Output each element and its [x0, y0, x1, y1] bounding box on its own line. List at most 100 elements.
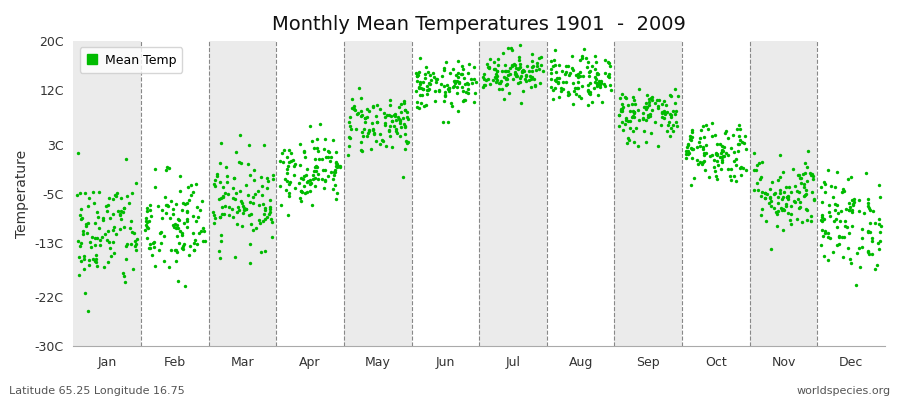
- Point: [558, 70, 572, 77]
- Point: [266, 176, 280, 182]
- Point: [89, 258, 104, 265]
- Point: [511, 65, 526, 72]
- Point: [548, 62, 562, 68]
- Point: [845, 209, 859, 216]
- Point: [164, 247, 178, 253]
- Point: [141, 245, 156, 251]
- Point: [767, 190, 781, 197]
- Point: [468, 90, 482, 96]
- Point: [292, 162, 307, 168]
- Point: [482, 64, 496, 70]
- Point: [253, 220, 267, 226]
- Point: [489, 79, 503, 86]
- Point: [784, 189, 798, 195]
- Point: [839, 206, 853, 212]
- Point: [396, 115, 410, 122]
- Point: [370, 119, 384, 126]
- Point: [588, 66, 602, 72]
- Point: [615, 118, 629, 125]
- Point: [590, 70, 605, 77]
- Point: [387, 112, 401, 118]
- Point: [684, 137, 698, 143]
- Point: [230, 204, 245, 210]
- Point: [176, 220, 191, 226]
- Point: [817, 252, 832, 259]
- Point: [865, 238, 879, 244]
- Point: [502, 90, 517, 96]
- Point: [526, 68, 540, 74]
- Point: [583, 91, 598, 98]
- Point: [626, 112, 641, 119]
- Point: [697, 158, 711, 164]
- Point: [359, 106, 374, 112]
- Point: [207, 183, 221, 189]
- Point: [587, 84, 601, 91]
- Point: [752, 160, 766, 167]
- Point: [638, 117, 652, 123]
- Point: [235, 223, 249, 230]
- Point: [583, 88, 598, 95]
- Point: [347, 107, 362, 114]
- Point: [619, 94, 634, 101]
- Point: [865, 235, 879, 241]
- Point: [389, 128, 403, 134]
- Point: [229, 190, 243, 196]
- Point: [227, 175, 241, 181]
- Point: [398, 123, 412, 130]
- Point: [315, 175, 329, 182]
- Point: [863, 229, 878, 236]
- Point: [358, 115, 373, 122]
- Point: [490, 75, 504, 82]
- Point: [329, 162, 344, 169]
- Point: [180, 209, 194, 216]
- Point: [794, 175, 808, 182]
- Point: [148, 184, 162, 191]
- Point: [822, 201, 836, 208]
- Point: [683, 133, 698, 139]
- Point: [107, 191, 122, 198]
- Point: [621, 118, 635, 125]
- Point: [561, 89, 575, 96]
- Point: [187, 246, 202, 253]
- Point: [101, 228, 115, 234]
- Point: [795, 219, 809, 225]
- Point: [583, 68, 598, 74]
- Point: [761, 200, 776, 206]
- Point: [188, 237, 202, 243]
- Point: [708, 131, 723, 138]
- Point: [832, 241, 846, 248]
- Point: [523, 72, 537, 79]
- Point: [508, 73, 523, 79]
- Point: [598, 57, 612, 64]
- Point: [550, 75, 564, 81]
- Point: [626, 138, 641, 145]
- Point: [601, 73, 616, 79]
- Point: [783, 217, 797, 224]
- Point: [716, 144, 731, 150]
- Point: [680, 148, 695, 154]
- Point: [725, 132, 740, 138]
- Point: [242, 241, 256, 247]
- Point: [616, 104, 630, 110]
- Point: [391, 114, 405, 120]
- Point: [764, 198, 778, 204]
- Point: [321, 154, 336, 160]
- Point: [324, 154, 338, 160]
- Point: [71, 150, 86, 156]
- Point: [486, 66, 500, 72]
- Point: [262, 211, 276, 218]
- Point: [841, 176, 855, 182]
- Point: [555, 78, 570, 85]
- Point: [166, 210, 180, 217]
- Point: [102, 195, 116, 201]
- Point: [130, 236, 144, 242]
- Point: [394, 124, 409, 130]
- Point: [571, 71, 585, 77]
- Point: [311, 156, 326, 162]
- Point: [311, 148, 326, 154]
- Point: [796, 170, 811, 177]
- Point: [689, 144, 704, 150]
- Point: [221, 204, 236, 210]
- Point: [840, 224, 854, 230]
- Point: [191, 214, 205, 221]
